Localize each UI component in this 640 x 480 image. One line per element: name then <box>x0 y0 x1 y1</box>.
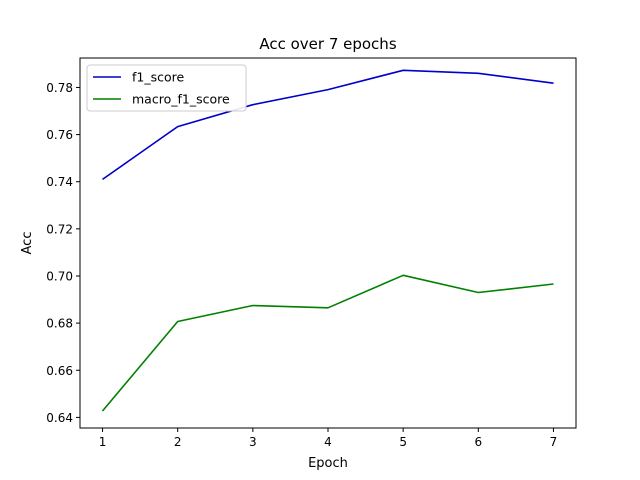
x-tick-label: 5 <box>399 435 407 449</box>
x-tick-label: 7 <box>550 435 558 449</box>
x-tick-label: 6 <box>474 435 482 449</box>
x-tick-label: 1 <box>99 435 107 449</box>
chart-title: Acc over 7 epochs <box>259 35 396 53</box>
y-tick-label: 0.76 <box>46 128 73 142</box>
y-tick-label: 0.74 <box>46 175 73 189</box>
x-tick-label: 3 <box>249 435 257 449</box>
x-tick-label: 4 <box>324 435 332 449</box>
y-tick-label: 0.66 <box>46 364 73 378</box>
legend-label: macro_f1_score <box>132 92 230 107</box>
legend-label: f1_score <box>132 70 185 85</box>
series-line-macro-f1-score <box>101 274 554 412</box>
y-tick-label: 0.78 <box>46 81 73 95</box>
legend-box <box>86 64 247 112</box>
y-tick-label: 0.64 <box>46 411 73 425</box>
plot-frame <box>79 57 577 429</box>
y-tick-label: 0.70 <box>46 269 73 283</box>
y-tick-label: 0.72 <box>46 222 73 236</box>
axis-ticks: 1 2 3 4 5 6 7 0.64 0.66 0.68 0.70 0.72 0.74 0.76 0.78 <box>46 81 557 449</box>
x-axis-label: Epoch <box>308 456 348 471</box>
x-tick-label: 2 <box>174 435 182 449</box>
y-tick-label: 0.68 <box>46 317 73 331</box>
legend: f1_score macro_f1_score <box>86 64 247 112</box>
series-lines <box>101 69 554 412</box>
y-axis-label: Acc <box>20 232 35 255</box>
series-line-f1-score <box>102 69 554 181</box>
